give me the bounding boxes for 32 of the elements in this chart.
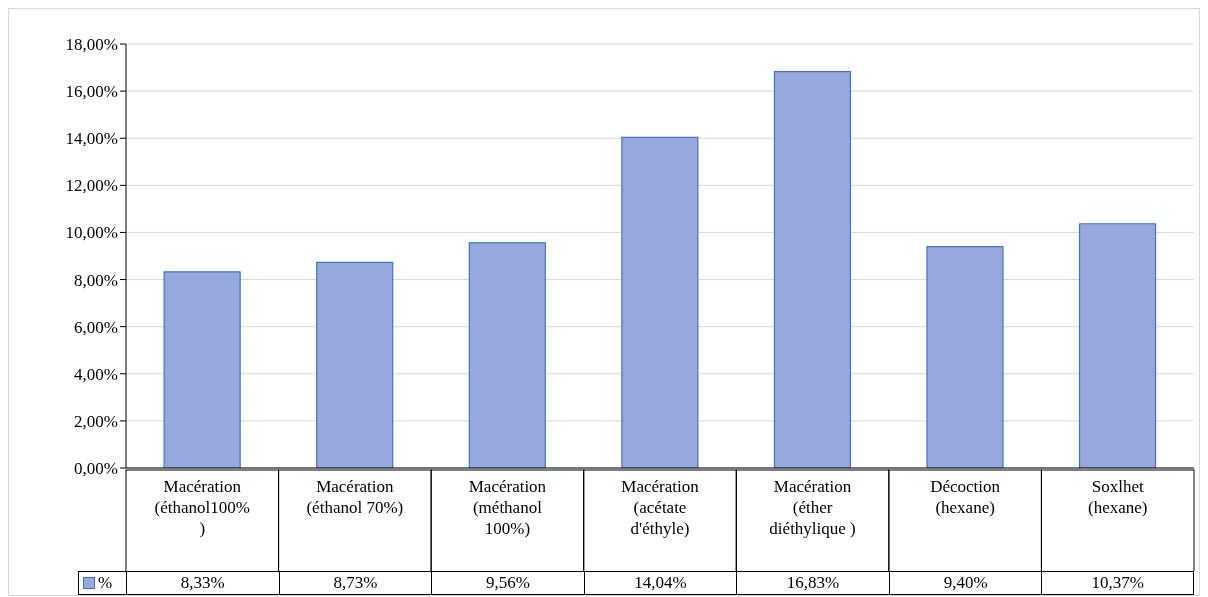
data-label: 9,56% xyxy=(431,571,584,595)
x-tick-label: Décoction (hexane) xyxy=(930,477,1001,517)
bar xyxy=(1078,223,1157,468)
x-tick-label: Macération (acétate d'éthyle) xyxy=(621,477,700,538)
y-tick-label: 4,00% xyxy=(74,364,118,384)
bar xyxy=(163,271,241,468)
y-tick-label: 0,00% xyxy=(74,459,118,479)
y-tick-label: 14,00% xyxy=(65,129,118,149)
x-tick-label: Macération (éthanol100% ) xyxy=(154,477,250,538)
y-tick-label: 18,00% xyxy=(65,35,118,55)
data-label: 14,04% xyxy=(583,571,737,595)
x-tick-label: Macération (éther diéthylique ) xyxy=(769,477,856,538)
data-label: 9,40% xyxy=(888,571,1042,595)
bar xyxy=(316,261,394,468)
bar xyxy=(468,242,546,468)
data-label: 16,83% xyxy=(736,571,889,595)
data-label: 8,73% xyxy=(278,571,432,595)
x-tick-label: Macération (éthanol 70%) xyxy=(306,477,404,517)
y-tick-label: 2,00% xyxy=(74,411,118,431)
legend-label: % xyxy=(98,573,113,593)
y-tick-label: 10,00% xyxy=(65,223,118,243)
data-label: 10,37% xyxy=(1041,571,1194,595)
y-tick-label: 16,00% xyxy=(65,82,118,102)
bar xyxy=(926,245,1004,468)
data-label: 8,33% xyxy=(126,571,279,595)
x-tick-label: Soxlhet (hexane) xyxy=(1087,477,1148,517)
bar xyxy=(621,136,699,468)
y-tick-label: 6,00% xyxy=(74,317,118,337)
y-tick-label: 8,00% xyxy=(74,270,118,290)
bar xyxy=(773,70,852,468)
x-tick-label: Macération (méthanol 100%) xyxy=(468,477,547,538)
y-tick-label: 12,00% xyxy=(65,176,118,196)
